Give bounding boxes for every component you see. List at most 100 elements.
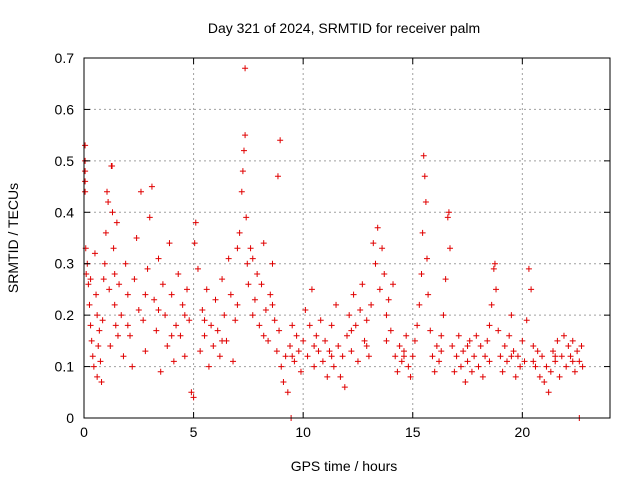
data-point [403,332,410,339]
data-point [129,363,136,370]
data-point [440,312,447,319]
data-point [385,296,392,303]
data-point [466,337,473,344]
data-point [569,337,576,344]
data-point [277,137,284,144]
data-point [273,348,280,355]
data-point [352,322,359,329]
data-point [131,276,138,283]
data-point [400,353,407,360]
data-point [558,353,565,360]
data-point [383,337,390,344]
data-point [379,245,386,252]
data-point [111,271,118,277]
data-point [341,384,348,391]
data-point [244,260,251,267]
data-point [337,373,344,380]
data-point [468,368,475,375]
data-point [405,363,412,370]
data-point [208,322,215,329]
data-point [370,240,377,247]
y-tick-label: 0.1 [55,359,75,375]
data-point [335,343,342,349]
data-point [556,373,563,380]
data-point [567,353,574,360]
data-point [166,240,173,247]
y-tick-label: 0.3 [55,256,75,272]
data-point [433,343,440,349]
data-point [387,327,394,334]
data-point [306,322,313,329]
data-point [133,235,140,241]
data-point [168,332,175,339]
data-point [530,343,537,349]
data-point [550,348,557,355]
data-point [124,291,131,298]
data-point [262,307,269,313]
data-point [359,281,366,288]
data-point [109,209,116,216]
data-point [322,337,329,344]
data-point [269,301,276,308]
data-point [214,327,221,334]
data-point [190,394,197,401]
data-point [105,199,112,205]
y-tick-label: 0 [66,410,74,426]
data-point [409,353,416,360]
data-point [249,255,256,262]
data-point [159,281,166,288]
data-point [109,163,116,169]
x-tick-label: 5 [190,424,198,440]
data-point [308,286,315,293]
axis-ticks: 0 5 10 15 20 0 0.1 0.2 0.3 0.4 0.5 0.6 0.7 [55,50,610,440]
data-point [363,317,370,324]
data-point [104,188,111,195]
data-point [90,363,97,370]
data-point [514,353,521,360]
data-point [179,301,186,308]
data-point [330,363,337,370]
data-point [460,348,467,355]
data-point [354,358,361,365]
data-point [114,332,121,339]
data-point [293,332,300,339]
x-tick-label: 20 [515,424,531,440]
data-point [442,276,449,283]
data-point [328,353,335,360]
data-point [239,168,246,175]
data-point [311,343,318,349]
data-point [168,291,175,298]
data-point [501,343,508,349]
data-point [348,327,355,334]
data-point [82,168,89,175]
data-point [414,322,421,329]
data-point [429,353,436,360]
data-point [230,358,237,365]
data-point [151,296,158,303]
data-point [85,281,92,288]
data-point [243,214,250,221]
data-point [578,343,585,349]
data-point [361,337,368,344]
data-point [421,173,428,180]
data-point [381,271,388,277]
data-point [142,291,149,298]
plot-frame [83,57,611,419]
data-point [234,301,241,308]
data-point [267,291,274,298]
data-point [227,291,234,298]
data-point [503,358,510,365]
data-point [216,353,223,360]
data-point [100,276,107,283]
data-point [87,276,94,283]
data-point [392,353,399,360]
data-point [475,363,482,370]
data-point [94,312,101,319]
data-point [532,363,539,370]
data-point [473,332,480,339]
data-point [219,276,226,283]
data-point [357,307,364,313]
data-point [274,173,281,180]
data-point [199,307,206,313]
data-point [197,348,204,355]
